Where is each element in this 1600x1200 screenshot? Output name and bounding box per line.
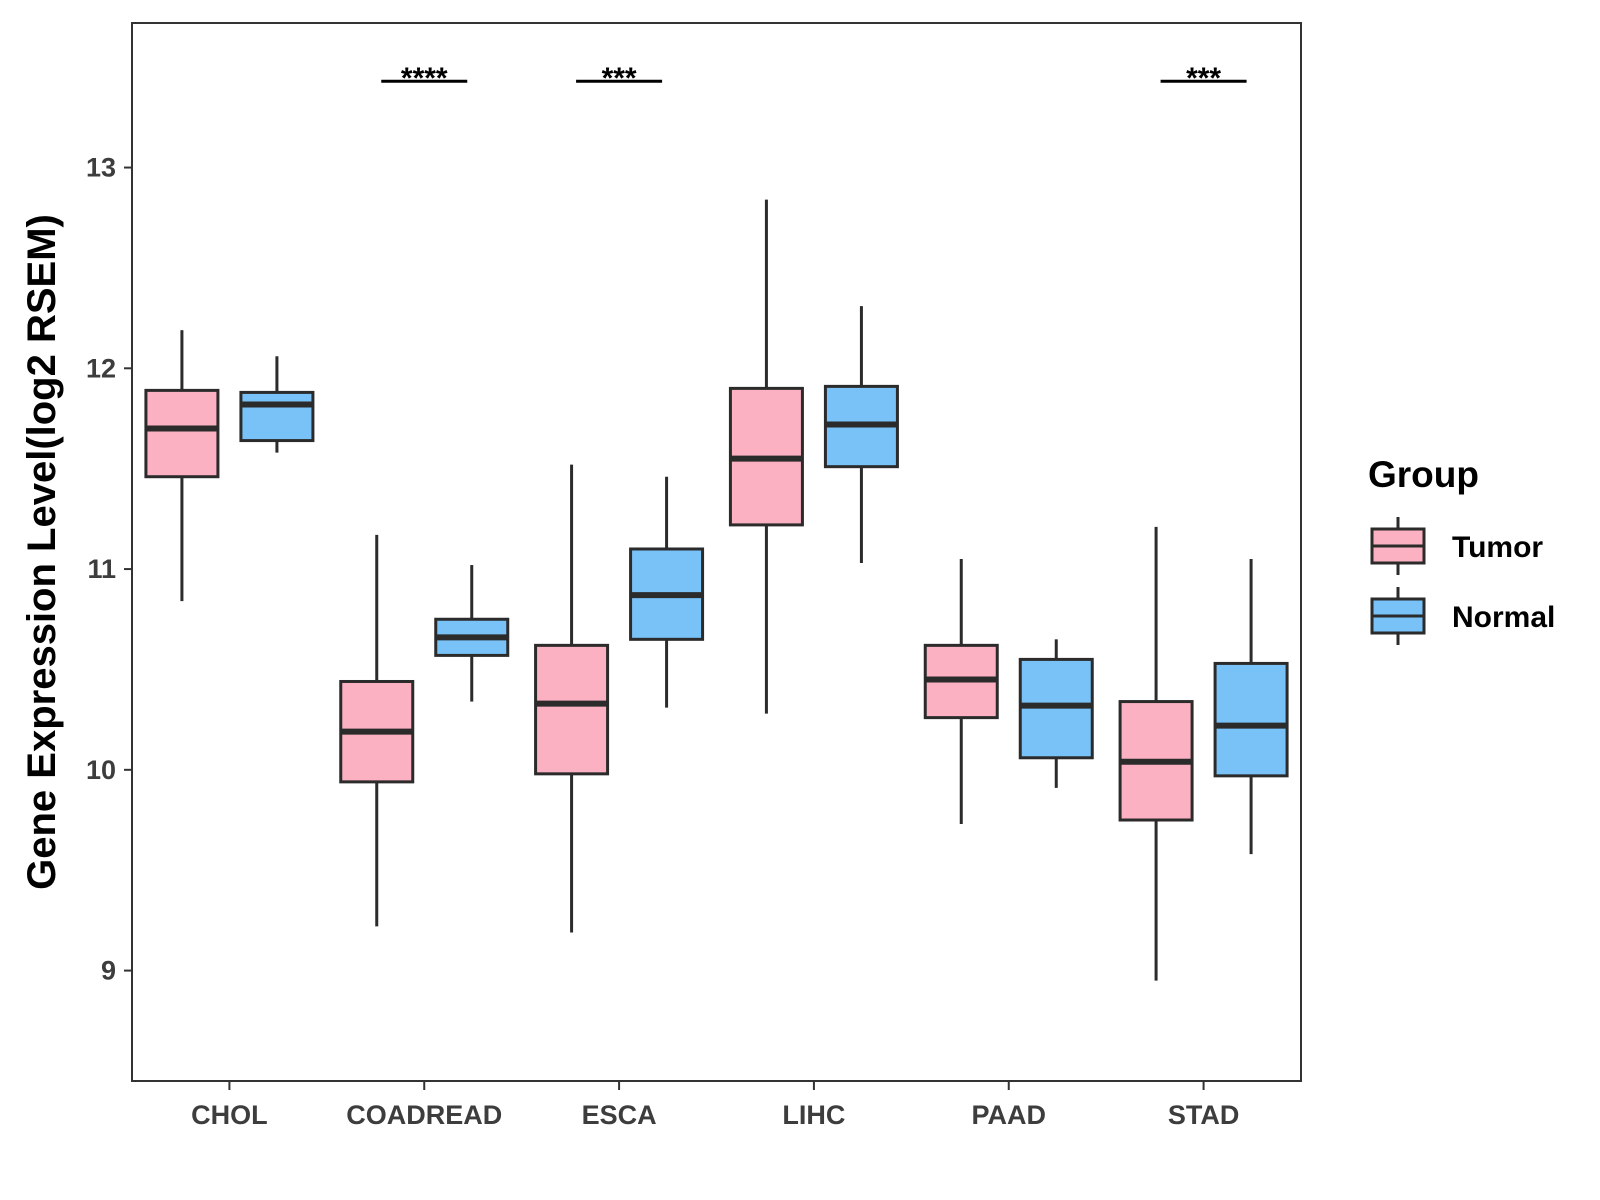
box-normal-paad — [1018, 639, 1094, 788]
y-axis-title: Gene Expression Level(log2 RSEM) — [20, 214, 64, 890]
significance-label-stad: *** — [1186, 62, 1221, 95]
y-tick-label: 13 — [86, 153, 116, 183]
box-tumor-paad — [923, 559, 999, 825]
box-iqr — [144, 388, 220, 479]
significance-label-esca: *** — [602, 62, 637, 95]
x-tick-label-chol: CHOL — [191, 1100, 268, 1130]
plot-panel — [131, 22, 1302, 1082]
box-tumor-coadread — [339, 534, 415, 927]
x-tick-label-esca: ESCA — [582, 1100, 657, 1130]
y-tick-label: 11 — [87, 554, 116, 584]
box-normal-chol — [239, 356, 315, 453]
box-iqr — [239, 390, 315, 443]
box-tumor-chol — [144, 330, 220, 602]
box-iqr — [534, 643, 610, 776]
legend-title: Group — [1368, 454, 1479, 495]
y-tick-label: 10 — [86, 755, 116, 785]
legend-label-tumor: Tumor — [1452, 531, 1543, 564]
box-iqr — [1018, 657, 1094, 760]
x-tick-label-coadread: COADREAD — [346, 1100, 502, 1130]
x-tick-label-lihc: LIHC — [782, 1100, 845, 1130]
legend: Group Tumor Normal — [1368, 454, 1555, 645]
box-normal-stad — [1213, 559, 1289, 855]
x-tick-label-stad: STAD — [1168, 1100, 1240, 1130]
legend-key-tumor — [1370, 517, 1426, 575]
box-iqr — [1213, 661, 1289, 778]
y-tick-label: 12 — [86, 353, 116, 383]
y-tick-label: 9 — [101, 956, 116, 986]
legend-key-normal — [1370, 587, 1426, 645]
box-tumor-stad — [1118, 526, 1194, 981]
box-normal-lihc — [823, 306, 899, 564]
box-tumor-lihc — [728, 199, 804, 714]
x-tick-label-paad: PAAD — [971, 1100, 1046, 1130]
box-tumor-esca — [534, 464, 610, 933]
box-normal-coadread — [434, 565, 510, 702]
legend-label-normal: Normal — [1452, 601, 1555, 634]
box-normal-esca — [629, 476, 705, 708]
significance-label-coadread: **** — [401, 62, 448, 95]
